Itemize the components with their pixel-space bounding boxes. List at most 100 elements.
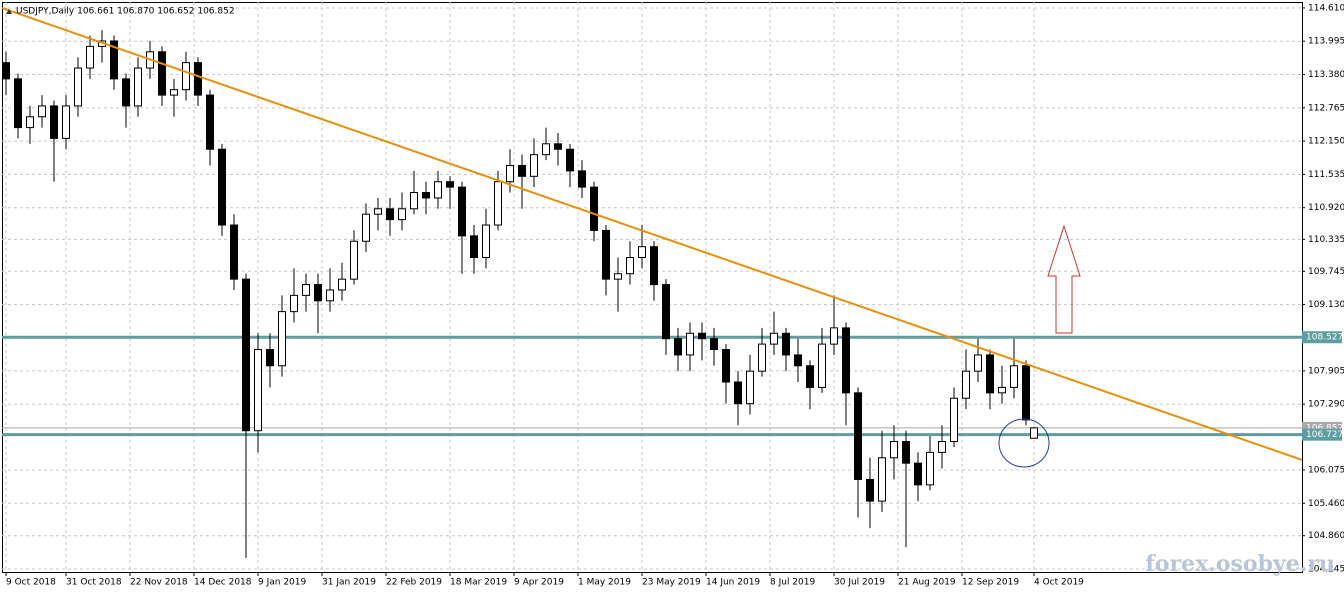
candle-body [278,311,286,367]
candle-body [914,462,922,486]
candle-body [170,89,178,96]
candle-body [830,327,838,345]
candle-body [1022,365,1030,421]
candle-body [506,164,514,183]
candle-body [782,332,790,356]
candle-body [698,332,706,340]
y-tick-label: 104.245 [1308,565,1344,575]
candle-body [986,354,994,394]
y-tick-label: 111.535 [1308,170,1344,180]
candle-body [902,441,910,464]
candle-body [734,381,742,405]
candle-body [974,354,982,372]
candle-body [794,354,802,367]
level-line-label-box [1302,331,1342,344]
y-tick-label: 107.290 [1308,400,1344,410]
candle-body [194,62,202,96]
candle-body [926,451,934,486]
candle-body [206,94,214,150]
candle-body [338,278,346,291]
candle-body [326,289,334,302]
candle-body [62,105,70,139]
candle-body [26,116,34,129]
x-tick-label: 22 Nov 2018 [130,578,188,588]
candle-body [50,105,58,139]
y-tick-label: 112.765 [1308,103,1344,113]
x-tick-label: 23 May 2019 [642,578,701,588]
candle-body [602,229,610,280]
candle-body [410,192,418,210]
highlight-circle [998,418,1050,468]
candle-body [230,224,238,280]
candle-body [74,67,82,107]
up-arrow [1047,224,1081,334]
candle-body [158,51,166,96]
candle-body [686,332,694,356]
candle-body [434,181,442,199]
candle-body [530,154,538,177]
candle-body [662,284,670,340]
candle-body [614,273,622,280]
candle-body [542,143,550,156]
level-line-label: 108.527 [1306,333,1343,343]
candle-body [362,213,370,242]
level-line-label-box [1302,428,1342,441]
candle-body [638,246,646,258]
candle-body [2,62,10,80]
candle-body [890,441,898,459]
candle-body [998,386,1006,394]
x-tick-label: 9 Oct 2018 [6,578,56,588]
x-tick-label: 14 Dec 2018 [194,578,252,588]
x-tick-label: 8 Jul 2019 [770,578,815,588]
candle-body [254,349,262,432]
candle-body [578,170,586,188]
candle-body [770,332,778,345]
candle-body [590,186,598,231]
candle-body [314,284,322,302]
y-tick-label: 109.745 [1308,267,1344,277]
x-tick-label: 31 Jan 2019 [322,578,376,588]
candle-body [290,294,298,313]
candle-body [122,78,130,107]
candle-body [650,246,658,286]
x-tick-label: 4 Oct 2019 [1034,578,1084,588]
candle-body [1010,365,1018,388]
candle-body [14,78,22,129]
x-tick-label: 22 Feb 2019 [386,578,442,588]
candle-body [566,148,574,172]
y-tick-label: 107.905 [1308,366,1344,376]
x-tick-label: 9 Jan 2019 [258,578,306,588]
y-tick-label: 105.460 [1308,499,1344,509]
candle-body [842,327,850,394]
chart-title: USDJPY,Daily 106.661 106.870 106.652 106… [16,7,235,17]
y-tick-label: 106.075 [1308,465,1344,475]
x-tick-label: 21 Aug 2019 [898,578,956,588]
candle-body [38,105,46,118]
candle-body [806,365,814,388]
candle-body [350,240,358,280]
candle-body [266,349,274,367]
y-tick-label: 113.380 [1308,70,1344,80]
symbol-icon [6,9,12,14]
candle-body [746,370,754,405]
candle-body [710,338,718,351]
watermark: forex.osobye.ru [1145,551,1335,577]
candle-body [878,457,886,502]
candle-body [938,441,946,453]
price-line-label: 106.852 [1306,423,1343,433]
x-tick-label: 1 May 2019 [578,578,631,588]
x-tick-label: 9 Apr 2019 [514,578,564,588]
candle-body [422,192,430,199]
x-tick-label: 12 Sep 2019 [962,578,1019,588]
candle-body [554,143,562,150]
y-tick-label: 104.860 [1308,531,1344,541]
candle-body [458,186,466,237]
candle-body [302,284,310,296]
candle-body [446,181,454,188]
y-tick-label: 114.610 [1308,3,1344,13]
candle-body [674,338,682,356]
x-tick-label: 18 Mar 2019 [450,578,507,588]
